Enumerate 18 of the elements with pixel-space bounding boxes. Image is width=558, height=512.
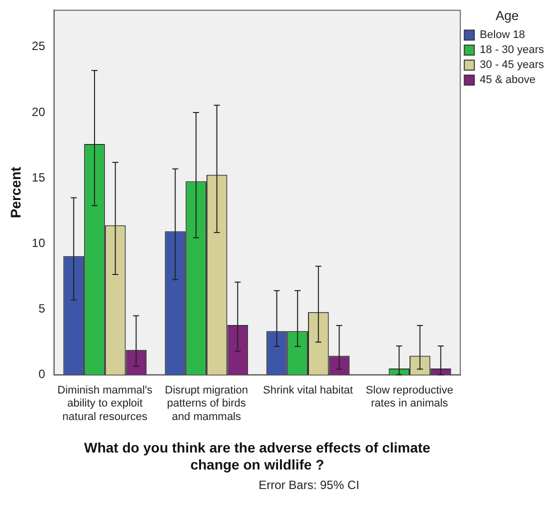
legend-label: 45 & above [480, 74, 536, 86]
y-tick-label: 25 [32, 39, 46, 54]
y-axis-title: Percent [7, 166, 24, 218]
text: Error Bars: 95% CI [258, 478, 360, 492]
x-axis-title: What do you think are the adverse effects of climate change on wildlife ? [84, 440, 431, 472]
x-tick-label: Diminish mammal's ability to exploit natural resources [57, 384, 153, 423]
legend-label: 18 - 30 years [480, 44, 544, 56]
x-tick-label: Shrink vital habitat [263, 384, 353, 396]
y-tick-label: 5 [38, 302, 46, 316]
x-tick-label: Slow reproductive rates in animals [366, 384, 454, 410]
x-tick-label: Disrupt migration patterns of birds and mammals [164, 384, 248, 423]
legend-label: 30 - 45 years [480, 59, 544, 72]
y-tick-label: 15 [32, 170, 46, 184]
legend-title: Age [496, 8, 519, 24]
legend-label: Below 18 [480, 29, 526, 42]
y-tick-label: 20 [32, 104, 46, 119]
y-tick-label: 10 [32, 236, 46, 250]
y-tick-label: 0 [38, 367, 46, 382]
